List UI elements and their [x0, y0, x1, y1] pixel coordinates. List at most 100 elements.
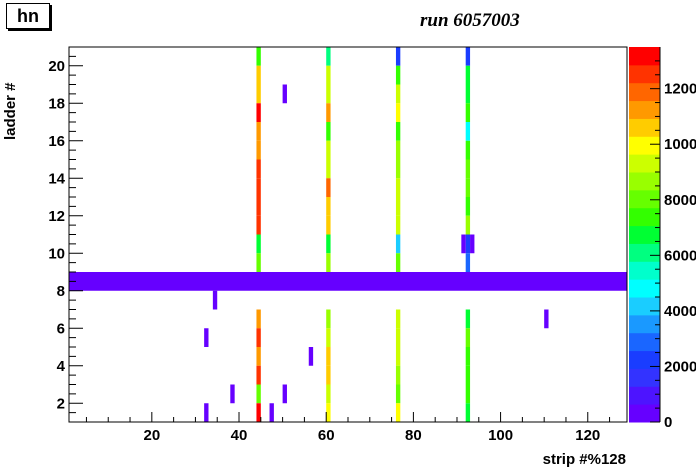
heatmap-cell [395, 234, 401, 254]
y-axis-label: ladder # [2, 82, 19, 140]
heatmap-cell [465, 403, 471, 422]
heatmap-cell [256, 140, 261, 160]
heatmap-cell [326, 347, 331, 366]
heatmap-cell [204, 328, 209, 347]
heatmap-cell [395, 178, 401, 197]
palette-swatch [629, 225, 660, 244]
heatmap-cell [256, 84, 261, 104]
heatmap-cell [465, 47, 471, 66]
heatmap-cell [326, 234, 331, 254]
heatmap-cell [326, 140, 331, 160]
palette-swatch [629, 136, 660, 155]
heatmap-cell [326, 159, 331, 179]
y-tick-label: 14 [48, 170, 65, 187]
y-tick-label: 2 [57, 395, 65, 412]
palette-swatch [629, 279, 660, 298]
palette-swatch [629, 404, 660, 423]
heatmap-cell [256, 347, 261, 366]
heatmap-cell [326, 47, 331, 66]
heatmap-cell [256, 309, 261, 329]
heatmap-cell [465, 347, 471, 366]
palette-swatch [629, 332, 660, 352]
heatmap-cell [465, 122, 471, 141]
palette-swatch [629, 100, 660, 119]
heatmap-cell [326, 103, 331, 122]
heatmap-cell [395, 103, 401, 122]
y-tick-label: 12 [48, 208, 65, 225]
heatmap-cell [395, 215, 401, 235]
heatmap-cell [395, 47, 401, 66]
heatmap-cell [326, 253, 331, 272]
heatmap-cell [465, 197, 471, 216]
heatmap-cell [465, 234, 471, 254]
cells-layer [69, 47, 627, 422]
heatmap-cell [204, 403, 209, 422]
palette-swatch [629, 350, 660, 369]
heatmap-cell [395, 197, 401, 216]
heatmap-cell [326, 215, 331, 235]
palette-swatch [629, 172, 660, 191]
palette-swatch [629, 368, 660, 387]
heatmap-cell [326, 178, 331, 197]
palette-swatch [629, 47, 660, 66]
heatmap-cell [465, 253, 471, 272]
heatmap-cell [395, 84, 401, 104]
heatmap-cell [465, 215, 471, 235]
palette-swatch [629, 189, 660, 209]
heatmap-cell [256, 197, 261, 216]
x-tick-label: 20 [143, 427, 160, 444]
palette-swatch [629, 243, 660, 262]
histogram-name-box: hn [6, 3, 50, 29]
y-tick-label: 18 [48, 95, 65, 112]
palette-tick-label: 12000 [664, 81, 696, 98]
heatmap-cell [69, 272, 627, 291]
y-tick-label: 8 [57, 283, 65, 300]
heatmap-cell [465, 84, 471, 104]
x-tick-label: 40 [231, 427, 248, 444]
heatmap-cell [256, 403, 261, 422]
palette-swatch [629, 314, 660, 334]
heatmap-cell [256, 47, 261, 66]
palette-swatch [629, 118, 660, 137]
heatmap-cell [282, 84, 287, 104]
palette-swatch [629, 261, 660, 280]
heatmap-cell [461, 234, 466, 254]
heatmap-cell [256, 122, 261, 141]
palette-tick-label: 10000 [664, 136, 696, 153]
palette-tick-label: 2000 [664, 358, 696, 375]
heatmap-cell [326, 384, 331, 404]
color-palette: 0 2000 4000 6000 8000 10000 12000 [629, 47, 696, 431]
heatmap-cell [326, 65, 331, 85]
heatmap-cell [544, 309, 549, 329]
x-tick-label: 80 [405, 427, 422, 444]
heatmap-cell [256, 65, 261, 85]
chart-title: run 6057003 [420, 10, 520, 31]
heatmap-cell [465, 384, 471, 404]
heatmap-cell [256, 328, 261, 347]
heatmap-cell [256, 384, 261, 404]
plot-frame [68, 46, 628, 423]
heatmap-cell [256, 253, 261, 272]
y-tick-label: 20 [48, 58, 65, 75]
heatmap-cell [326, 197, 331, 216]
heatmap-cell [326, 309, 331, 329]
palette-swatch [629, 82, 660, 102]
heatmap-cell [470, 234, 475, 254]
x-tick-label: 60 [318, 427, 335, 444]
heatmap-cell [269, 403, 274, 422]
heatmap-cell [465, 309, 471, 329]
heatmap-cell [326, 122, 331, 141]
palette-tick-label: 6000 [664, 247, 696, 264]
heatmap-cell [326, 328, 331, 347]
heatmap-cell [256, 365, 261, 385]
heatmap-cell [256, 215, 261, 235]
palette-tick-label: 0 [664, 414, 672, 431]
y-tick-label: 4 [57, 358, 66, 375]
heatmap-cell [395, 328, 401, 347]
heatmap-cell [395, 384, 401, 404]
heatmap-cell [395, 347, 401, 366]
palette-tick-label: 8000 [664, 192, 696, 209]
palette-swatch [629, 154, 660, 173]
